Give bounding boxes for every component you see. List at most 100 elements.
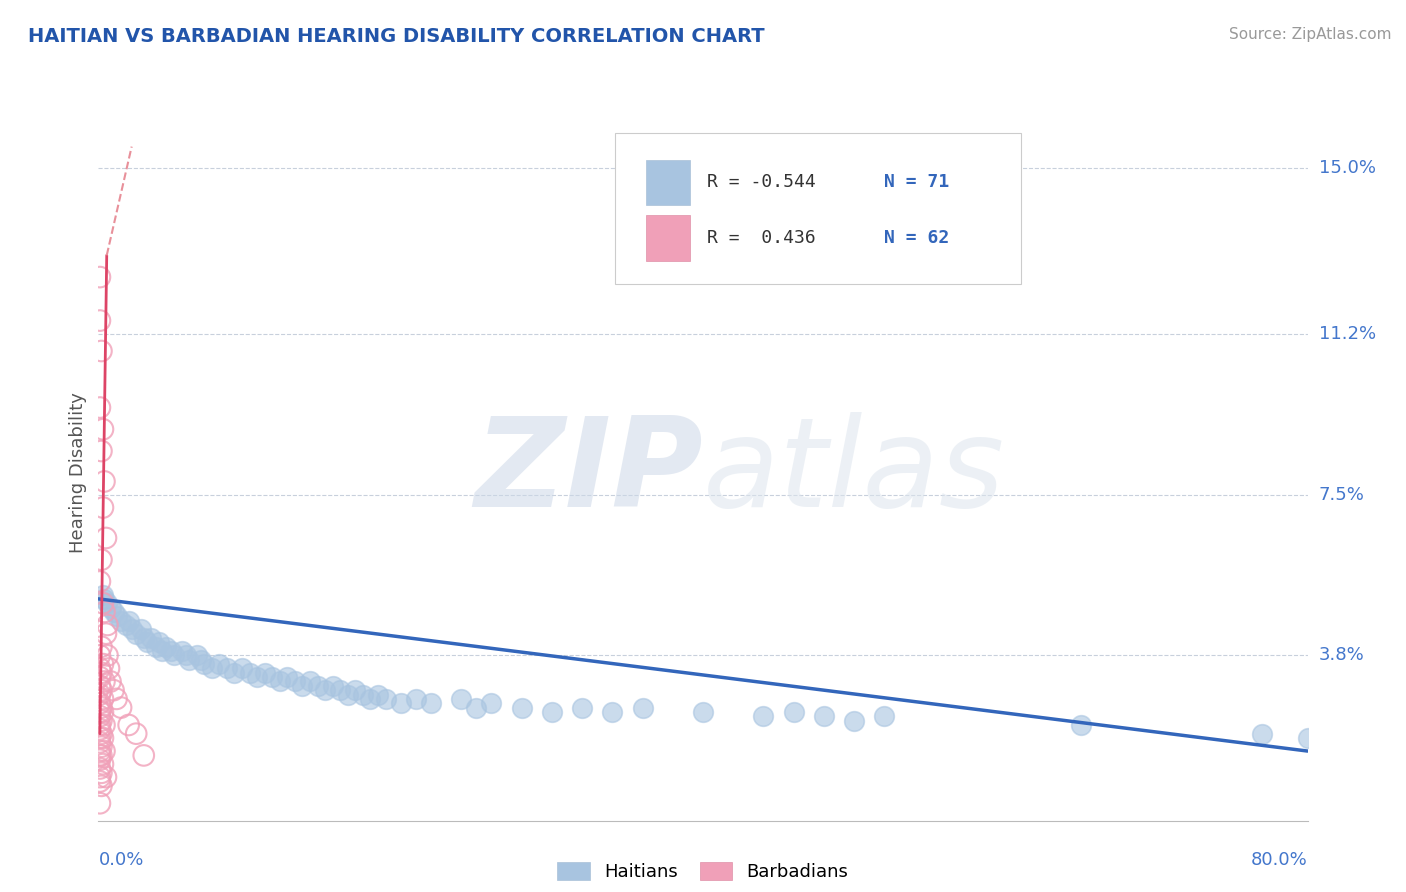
Point (118, 718, 141, 732)
Point (90, 714, 112, 728)
Point (132, 748, 155, 763)
Point (231, 661, 253, 675)
Point (105, 692, 128, 706)
Point (121, 623, 143, 637)
Point (269, 674, 291, 689)
Point (132, 631, 155, 645)
Point (844, 714, 866, 728)
Point (208, 657, 231, 671)
Text: 11.2%: 11.2% (1319, 325, 1376, 343)
Point (91, 692, 114, 706)
Text: R =  0.436: R = 0.436 (707, 229, 815, 247)
Point (91, 657, 114, 671)
Text: ZIP: ZIP (474, 412, 703, 533)
Point (91, 731, 114, 745)
Point (93, 744, 115, 758)
Point (170, 644, 193, 658)
Point (110, 614, 132, 628)
Point (160, 644, 183, 658)
Text: Source: ZipAtlas.com: Source: ZipAtlas.com (1229, 27, 1392, 42)
Point (89, 770, 111, 784)
Point (374, 692, 396, 706)
Point (93, 674, 115, 689)
Point (190, 653, 212, 667)
Point (100, 674, 122, 689)
Point (89, 748, 111, 763)
Point (129, 623, 152, 637)
Point (89, 648, 111, 663)
Text: atlas: atlas (703, 412, 1005, 533)
Point (174, 648, 197, 663)
Point (93, 591, 115, 606)
Point (89, 401, 111, 415)
Point (91, 705, 114, 719)
Text: 80.0%: 80.0% (1251, 851, 1308, 869)
Point (96, 648, 118, 663)
Y-axis label: Hearing Disability: Hearing Disability (69, 392, 87, 553)
Point (360, 692, 382, 706)
Point (201, 661, 224, 675)
Point (163, 648, 186, 663)
Point (186, 648, 208, 663)
Point (90, 683, 112, 698)
Point (314, 683, 336, 698)
Point (114, 618, 136, 632)
Point (145, 640, 167, 654)
Point (813, 709, 835, 723)
Point (299, 674, 322, 689)
Point (1251, 726, 1274, 740)
Point (91, 588, 114, 602)
Point (98, 661, 121, 675)
Point (89, 709, 111, 723)
Point (276, 670, 298, 684)
Point (329, 683, 352, 698)
Point (602, 705, 624, 719)
Point (752, 709, 775, 723)
Point (118, 614, 141, 628)
Point (253, 665, 276, 680)
Point (89, 774, 111, 789)
Point (1296, 731, 1319, 745)
Point (89, 313, 111, 327)
Point (89, 679, 111, 693)
Point (262, 670, 284, 684)
Point (405, 692, 427, 706)
Point (89, 761, 111, 775)
Point (150, 644, 173, 658)
Legend: Haitians, Barbadians: Haitians, Barbadians (557, 862, 849, 881)
Text: 7.5%: 7.5% (1319, 485, 1365, 503)
Point (103, 605, 125, 619)
Point (89, 723, 111, 737)
Point (96, 618, 118, 632)
Point (135, 635, 157, 649)
Text: HAITIAN VS BARBADIAN HEARING DISABILITY CORRELATION CHART: HAITIAN VS BARBADIAN HEARING DISABILITY … (28, 27, 765, 45)
Point (89, 718, 111, 732)
Point (284, 674, 307, 689)
Point (90, 344, 112, 359)
Point (239, 665, 262, 680)
Point (90, 700, 112, 714)
Point (89, 744, 111, 758)
Point (100, 600, 122, 615)
Point (193, 657, 215, 671)
Point (90, 726, 112, 740)
Point (89, 696, 111, 710)
Point (155, 640, 177, 654)
Point (91, 757, 114, 772)
Point (90, 748, 112, 763)
Point (103, 683, 125, 698)
Point (93, 475, 115, 489)
Point (389, 696, 412, 710)
Point (419, 696, 441, 710)
Point (91, 422, 114, 436)
Point (90, 779, 112, 793)
Point (571, 700, 593, 714)
FancyBboxPatch shape (647, 160, 690, 205)
FancyBboxPatch shape (614, 133, 1021, 284)
Point (89, 670, 111, 684)
Point (246, 670, 269, 684)
Point (91, 596, 114, 610)
Point (344, 683, 367, 698)
Point (90, 665, 112, 680)
Point (1070, 718, 1092, 732)
